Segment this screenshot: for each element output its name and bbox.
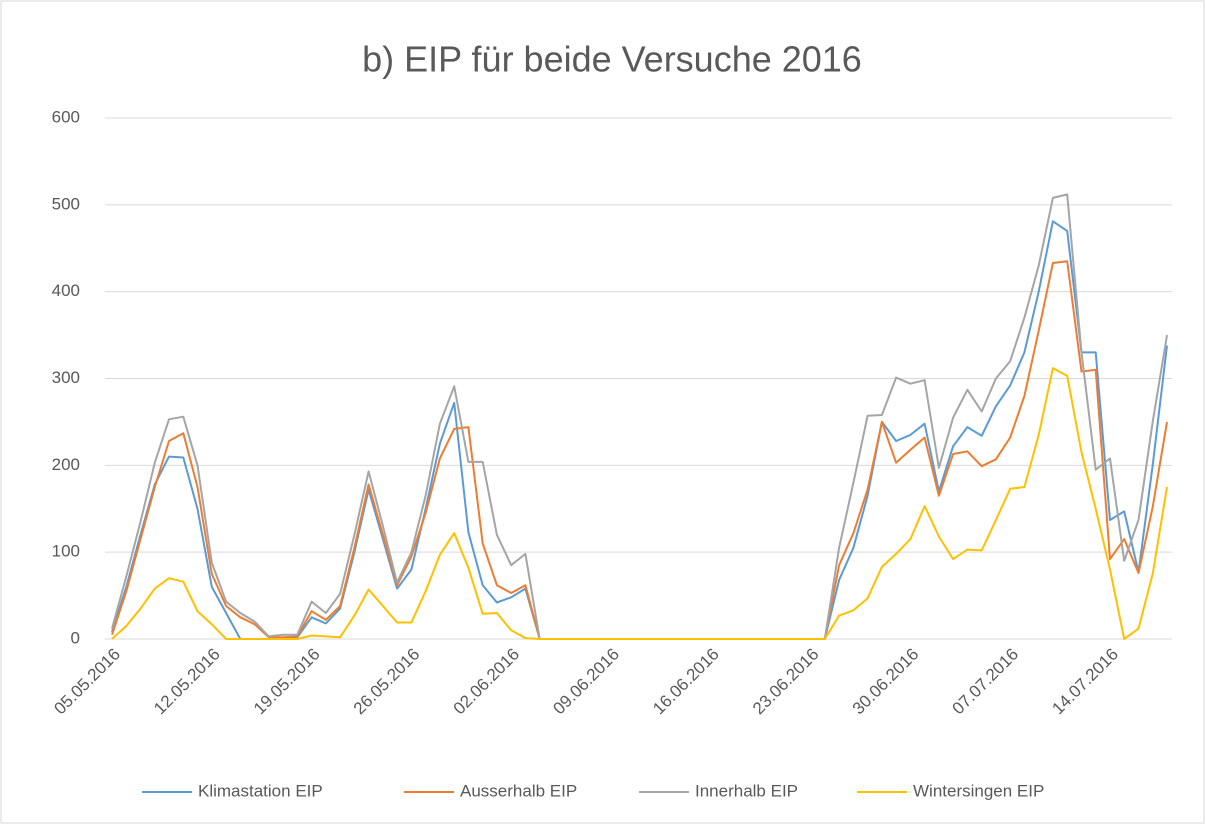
y-tick-label: 300 bbox=[52, 368, 80, 387]
legend-label: Wintersingen EIP bbox=[913, 781, 1044, 800]
series-line bbox=[111, 367, 1168, 640]
y-tick-label: 500 bbox=[52, 194, 80, 213]
legend-label: Ausserhalb EIP bbox=[460, 781, 577, 800]
legend-label: Klimastation EIP bbox=[198, 781, 323, 800]
y-tick-label: 100 bbox=[52, 542, 80, 561]
y-tick-label: 400 bbox=[52, 281, 80, 300]
y-tick-label: 600 bbox=[52, 107, 80, 126]
chart-title: b) EIP für beide Versuche 2016 bbox=[362, 39, 862, 80]
legend-label: Innerhalb EIP bbox=[695, 781, 798, 800]
y-tick-label: 0 bbox=[71, 628, 80, 647]
y-tick-label: 200 bbox=[52, 455, 80, 474]
